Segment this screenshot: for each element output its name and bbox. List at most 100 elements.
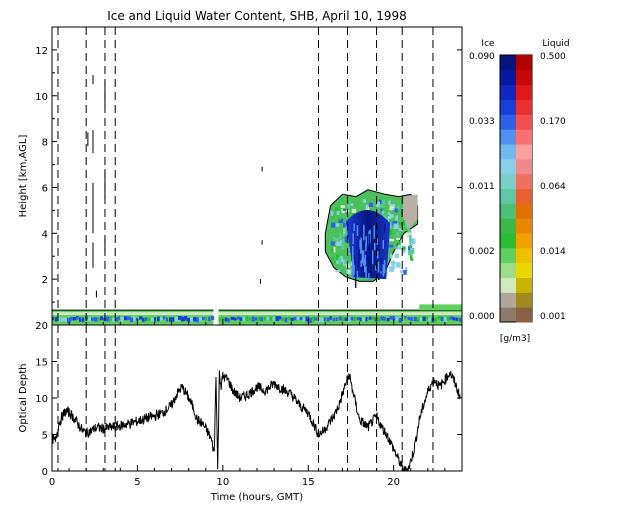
ice-tick-labels: 0.000 0.002 0.011 0.033 0.090 <box>469 52 495 322</box>
cloud-core-streak <box>378 266 380 281</box>
cloud-core-streak <box>352 233 354 245</box>
low-layer-fleck <box>404 316 407 320</box>
cloud-texture <box>346 263 351 268</box>
low-layer-fleck <box>314 317 318 321</box>
top-dashed-lines <box>57 27 434 325</box>
low-layer-fleck <box>449 316 454 320</box>
low-layer-top-band <box>52 312 214 316</box>
cloud-core-streak <box>354 273 357 288</box>
low-layer-fleck <box>440 316 444 322</box>
liquid-color-bar <box>516 55 532 323</box>
low-layer-fleck <box>389 316 393 320</box>
low-layer-fleck <box>91 317 94 321</box>
cloud-texture <box>411 247 415 254</box>
ice-swatch <box>500 262 516 278</box>
cloud-texture <box>347 269 351 275</box>
liquid-swatch <box>516 114 532 130</box>
cloud-texture <box>395 215 398 221</box>
low-layer-fleck <box>230 316 235 321</box>
cloud-texture <box>376 201 380 208</box>
low-layer-fleck <box>437 316 442 320</box>
bottom-y-tick-label: 10 <box>35 394 48 405</box>
ice-swatch <box>500 129 516 145</box>
cloud-texture <box>390 253 393 259</box>
cloud-core-streak <box>367 251 369 259</box>
cloud-texture <box>389 266 394 273</box>
colorbar-liquid-label: Liquid <box>542 39 569 49</box>
cloud-texture <box>334 223 340 227</box>
low-layer-fleck <box>100 316 103 321</box>
cloud-texture <box>331 247 334 253</box>
bottom-dashed-lines <box>57 325 434 471</box>
ice-swatch <box>500 188 516 204</box>
low-layer-thickening <box>419 304 462 311</box>
cloud-texture <box>332 261 337 264</box>
cloud-texture <box>330 241 335 246</box>
low-layer-fleck <box>383 316 386 321</box>
low-layer-fleck <box>362 317 365 322</box>
cloud-texture <box>341 244 345 250</box>
bottom-y-tick-label: 15 <box>35 358 48 369</box>
cloud-texture <box>403 270 407 275</box>
low-layer-fleck <box>398 317 403 323</box>
low-layer-fleck <box>148 317 151 321</box>
cloud-core-streak <box>365 243 367 252</box>
low-layer-fleck <box>395 317 400 321</box>
low-layer-fleck <box>199 317 203 322</box>
cloud-texture <box>337 217 341 221</box>
low-layer-fleck <box>272 317 275 321</box>
cloud-texture <box>387 230 393 236</box>
cloud-texture <box>339 233 342 240</box>
low-layer-fleck <box>154 317 157 322</box>
low-layer-fleck <box>169 317 173 323</box>
bottom-y-axis: 0 5 10 15 20 <box>35 321 462 478</box>
cloud-texture <box>340 205 345 209</box>
cloud-core-streak <box>382 240 385 249</box>
low-layer-fleck <box>311 316 315 322</box>
cloud-texture <box>396 237 401 241</box>
low-layer-fleck <box>94 317 98 322</box>
cloud-anvil <box>401 194 418 229</box>
cloud-texture <box>380 204 385 208</box>
low-layer-fleck <box>290 317 294 322</box>
cloud-core-streak <box>353 255 356 265</box>
low-layer-fleck <box>293 316 297 321</box>
low-layer-fleck <box>239 317 243 321</box>
low-layer-fleck <box>145 317 148 321</box>
low-layer-fleck <box>118 316 121 320</box>
cloud-texture <box>406 223 409 229</box>
cloud-core-streak <box>377 261 380 273</box>
cloud-core-streak <box>376 240 379 254</box>
low-layer-fleck <box>187 317 191 322</box>
low-layer-fleck <box>332 317 335 322</box>
low-layer-fleck <box>109 316 113 321</box>
low-layer-fleck <box>79 317 82 322</box>
cloud-texture <box>388 200 391 206</box>
liquid-tick-labels: 0.001 0.014 0.064 0.170 0.500 <box>540 52 566 322</box>
cloud-texture <box>393 223 399 229</box>
low-layer-fleck <box>184 316 188 321</box>
bottom-panel-frame <box>51 324 463 472</box>
low-layer-fleck <box>260 316 263 322</box>
cloud-texture <box>402 236 405 240</box>
cloud-texture <box>338 257 342 264</box>
cloud-texture <box>343 259 347 265</box>
cloud-texture <box>380 208 383 214</box>
low-layer-fleck <box>326 317 330 322</box>
low-layer-fleck <box>190 317 194 322</box>
cloud-texture <box>381 199 386 205</box>
low-layer-fleck <box>428 317 433 322</box>
ice-swatch <box>500 69 516 86</box>
cloud-texture <box>338 242 342 246</box>
cloud-system <box>324 189 419 288</box>
x-tick-label: 10 <box>216 477 229 488</box>
cloud-texture <box>410 243 414 246</box>
low-layer-fleck <box>52 316 55 321</box>
liquid-tick-label: 0.500 <box>540 52 566 62</box>
cloud-texture <box>331 222 336 228</box>
ice-swatch <box>500 203 516 219</box>
low-layer-fleck <box>392 316 396 321</box>
cloud-texture <box>409 254 413 260</box>
cloud-texture <box>332 236 336 240</box>
low-layer-fleck <box>371 316 376 320</box>
